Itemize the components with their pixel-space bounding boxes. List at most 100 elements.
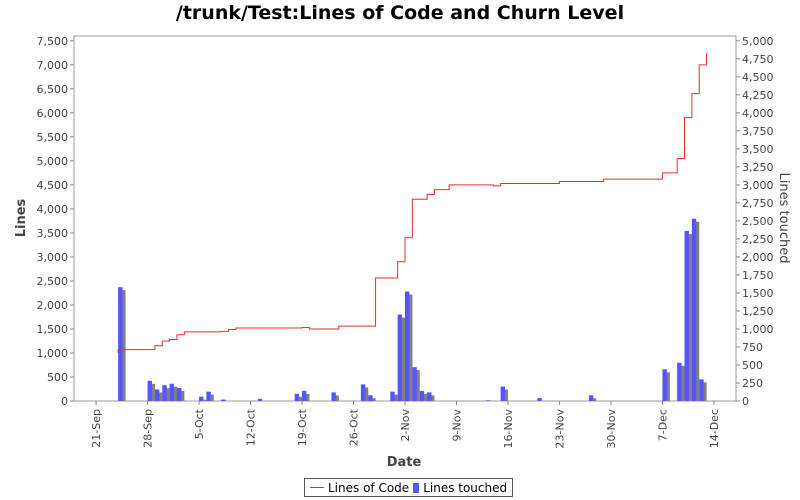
y2-tick-label: 1,250 — [742, 305, 774, 318]
x-tick-label: 9-Nov — [450, 409, 463, 442]
churn-bar — [221, 399, 226, 401]
y-tick-label: 2,500 — [37, 275, 69, 288]
y-tick-label: 5,500 — [37, 131, 69, 144]
bar-shadow — [334, 395, 339, 401]
churn-bar — [118, 287, 123, 401]
legend-bar-swatch — [413, 482, 420, 493]
bars-layer — [118, 218, 707, 401]
churn-bar — [588, 395, 594, 401]
y-tick-label: 0 — [61, 395, 68, 408]
bar-shadow — [165, 388, 170, 401]
y-tick-label: 4,000 — [37, 203, 69, 216]
y2-tick-label: 2,750 — [742, 197, 774, 210]
bar-shadow — [172, 386, 178, 401]
y2-tick-label: 500 — [742, 359, 763, 372]
chart-title: /trunk/Test:Lines of Code and Churn Leve… — [175, 2, 625, 24]
bar-shadow — [408, 294, 413, 401]
y-tick-label: 7,500 — [37, 35, 69, 48]
y2-tick-label: 4,500 — [742, 71, 774, 84]
churn-bar — [169, 383, 175, 401]
churn-bar — [419, 390, 425, 401]
legend-item-touched: Lines touched — [413, 481, 507, 495]
churn-bar — [405, 291, 410, 401]
y-tick-label: 6,000 — [37, 107, 69, 120]
bar-shadow — [694, 221, 700, 401]
y2-tick-label: 1,000 — [742, 323, 774, 336]
y2-tick-label: 4,250 — [742, 89, 774, 102]
bar-shadow — [503, 389, 509, 401]
bar-shadow — [430, 395, 435, 401]
legend-line-swatch — [310, 487, 324, 488]
churn-bar — [176, 388, 182, 401]
y-tick-label: 6,500 — [37, 83, 69, 96]
y-tick-label: 500 — [47, 371, 68, 384]
churn-bar — [684, 230, 689, 401]
bar-shadow — [400, 317, 406, 401]
y2-tick-label: 3,250 — [742, 161, 774, 174]
y-tick-label: 3,500 — [37, 227, 69, 240]
churn-bar — [662, 369, 667, 401]
bar-shadow — [591, 398, 597, 401]
churn-bar — [699, 379, 704, 401]
y2-tick-label: 3,000 — [742, 179, 774, 192]
churn-bar — [331, 392, 336, 401]
churn-bar — [162, 385, 167, 401]
churn-bar — [427, 392, 432, 401]
bar-shadow — [202, 399, 207, 401]
churn-bar — [412, 367, 417, 401]
y-axis-title: Lines — [14, 198, 29, 237]
churn-bar — [199, 396, 204, 401]
x-tick-label: 21-Sep — [90, 409, 103, 448]
x-tick-label: 16-Nov — [502, 409, 515, 449]
x-tick-label: 14-Dec — [708, 409, 721, 448]
lines-of-code-line — [117, 52, 708, 353]
churn-bar — [154, 389, 160, 401]
y-tick-label: 3,000 — [37, 251, 69, 264]
y2-tick-label: 2,500 — [742, 215, 774, 228]
y2-tick-label: 3,750 — [742, 125, 774, 138]
bar-shadow — [371, 398, 376, 401]
churn-bar — [368, 395, 373, 401]
y-tick-label: 4,500 — [37, 179, 69, 192]
churn-bar — [294, 393, 300, 401]
y-tick-label: 7,000 — [37, 59, 69, 72]
x-tick-label: 5-Oct — [193, 408, 206, 439]
y-tick-label: 2,000 — [37, 299, 69, 312]
bar-shadow — [680, 365, 685, 401]
y2-axis-title: Lines touched — [776, 173, 791, 264]
bar-shadow — [121, 290, 126, 401]
churn-bar — [677, 362, 682, 401]
churn-bar — [206, 391, 211, 401]
churn-bar — [147, 380, 152, 401]
bar-shadow — [393, 394, 398, 401]
x-tick-label: 26-Oct — [348, 408, 361, 446]
bar-shadow — [702, 382, 707, 401]
churn-bar — [302, 390, 307, 401]
x-tick-label: 2-Nov — [399, 409, 412, 442]
x-tick-label: 7-Dec — [656, 409, 669, 441]
legend-item-loc: Lines of Code — [310, 481, 409, 495]
bar-shadow — [363, 387, 369, 401]
bar-shadow — [157, 392, 163, 401]
churn-bar — [390, 391, 395, 401]
legend-label-loc: Lines of Code — [328, 480, 410, 495]
x-axis-title: Date — [387, 455, 422, 470]
x-tick-label: 23-Nov — [553, 409, 566, 449]
churn-bar — [485, 400, 491, 401]
bar-shadow — [665, 372, 670, 401]
churn-bar — [691, 218, 697, 401]
bar-shadow — [422, 393, 428, 401]
bar-shadow — [150, 383, 155, 401]
bar-shadow — [209, 394, 214, 401]
x-tick-label: 30-Nov — [605, 409, 618, 449]
y2-tick-label: 250 — [742, 377, 763, 390]
x-tick-label: 19-Oct — [296, 408, 309, 446]
bar-shadow — [687, 233, 692, 401]
bar-shadow — [415, 370, 420, 401]
y2-tick-label: 1,750 — [742, 269, 774, 282]
churn-bar — [397, 314, 403, 401]
churn-bar — [257, 398, 263, 401]
legend: Lines of Code Lines touched — [304, 478, 514, 497]
x-tick-label: 12-Oct — [245, 408, 258, 446]
